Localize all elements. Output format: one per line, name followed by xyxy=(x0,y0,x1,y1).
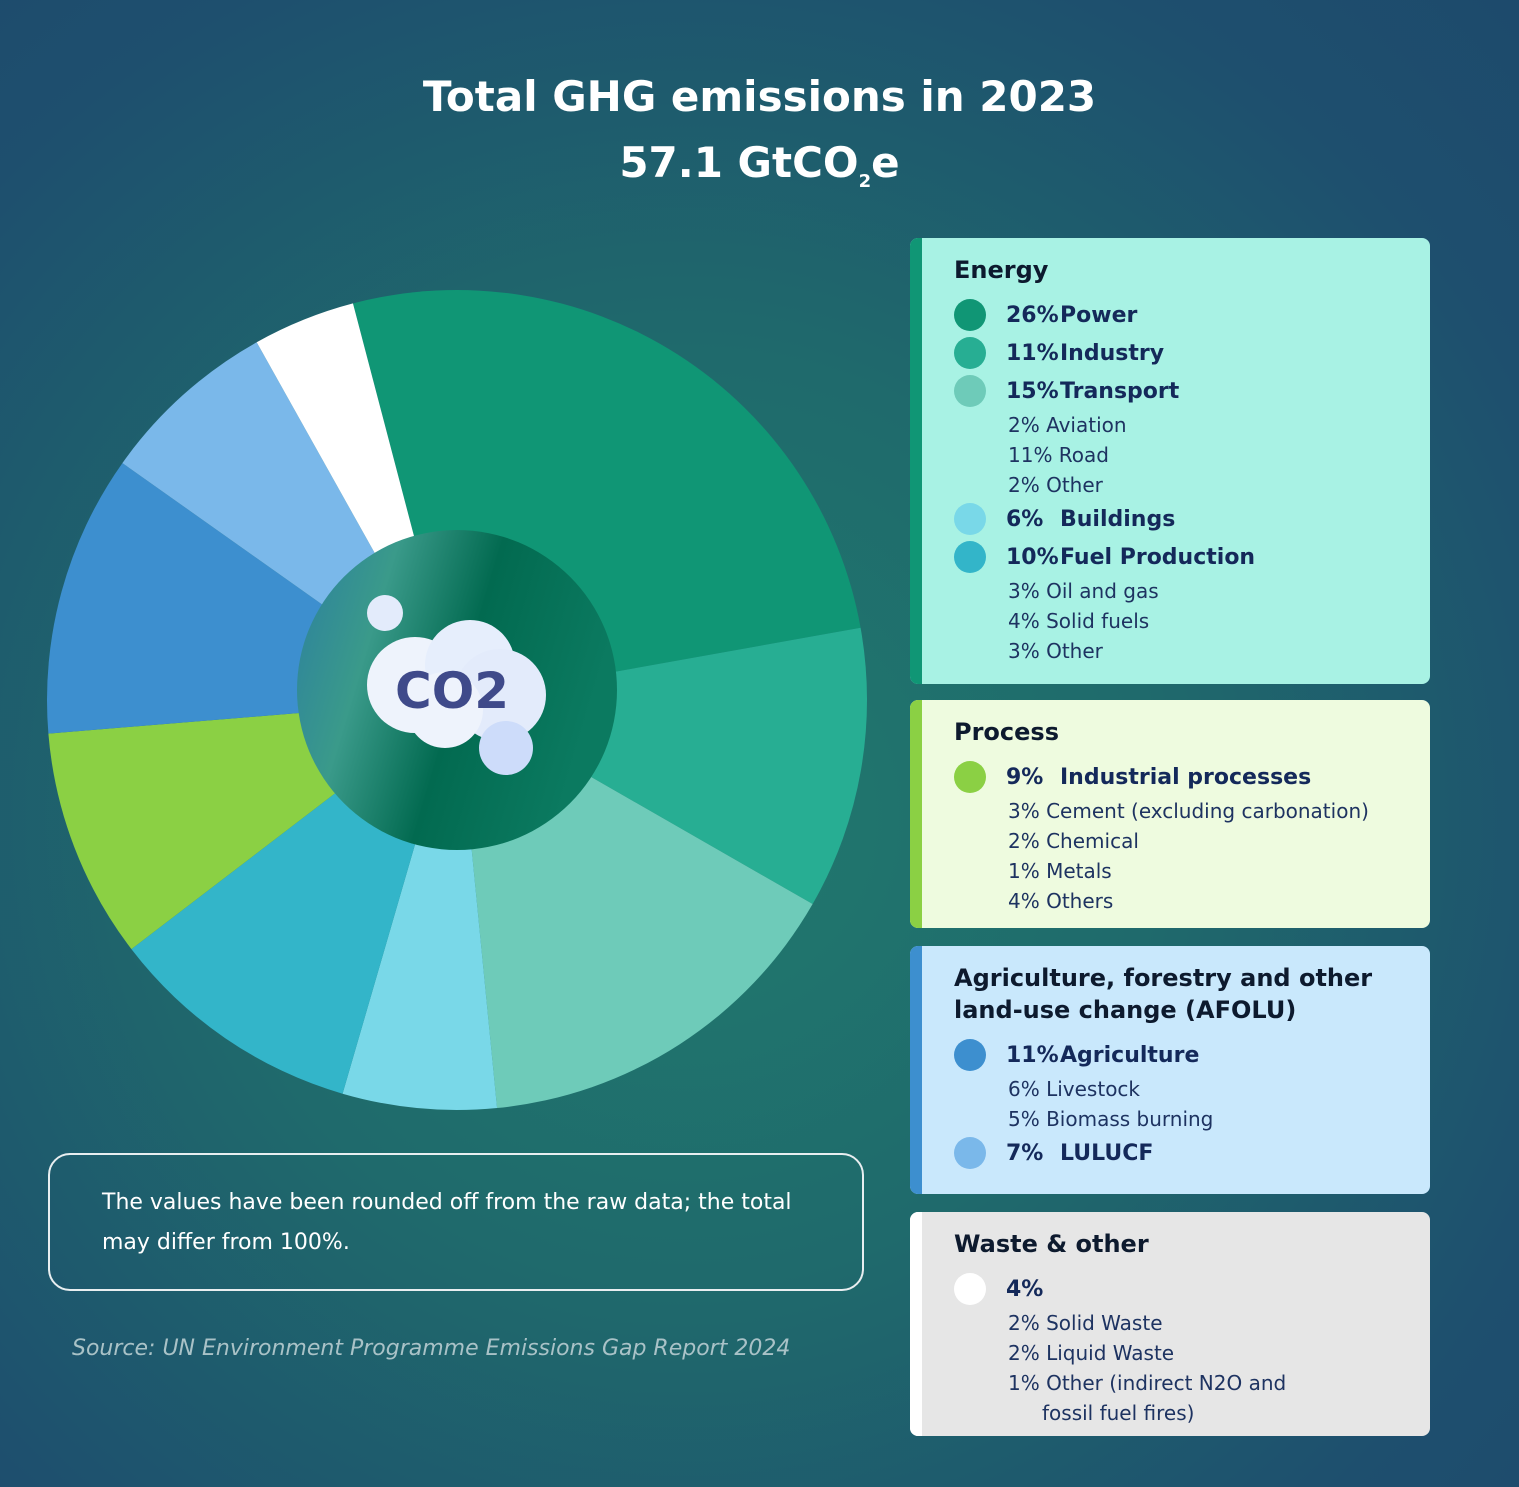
legend-group-2: Agriculture, forestry and other land-use… xyxy=(910,946,1430,1194)
chart-subtitle: 57.1 GtCO2e xyxy=(0,138,1519,192)
legend-item: 10% Fuel Production xyxy=(954,538,1410,576)
legend-swatch xyxy=(954,1273,986,1305)
legend-subitem: 2% Aviation xyxy=(1008,413,1127,437)
legend-item: 6% Buildings xyxy=(954,500,1410,538)
legend-group-title: Process xyxy=(954,718,1059,746)
legend-item: 4% xyxy=(954,1270,1410,1308)
legend-accent-bar xyxy=(910,700,922,928)
legend-subitem: 3% Other xyxy=(1008,639,1103,663)
pie-chart: CO2 xyxy=(46,290,868,1110)
legend-subitem: 3% Oil and gas xyxy=(1008,579,1159,603)
legend-group-0: Energy 26% Power 11% Industry 15% Transport 2% … xyxy=(910,238,1430,684)
legend-percent: 6% xyxy=(1006,506,1044,532)
legend-swatch xyxy=(954,761,986,793)
legend-percent: 11% xyxy=(1006,340,1059,366)
legend-item: 7% LULUCF xyxy=(954,1134,1410,1172)
subscript: 2 xyxy=(858,171,872,192)
legend-subitem: fossil fuel fires) xyxy=(1042,1401,1195,1425)
legend-subitem: 6% Livestock xyxy=(1008,1077,1141,1101)
legend-label: Agriculture xyxy=(1060,1042,1200,1068)
legend-subitem: 4% Others xyxy=(1008,889,1114,913)
chart-title: Total GHG emissions in 2023 xyxy=(422,72,1097,121)
legend-percent: 10% xyxy=(1006,544,1059,570)
legend-subitem: 1% Metals xyxy=(1008,859,1112,883)
legend-swatch xyxy=(954,503,986,535)
legend-subitem: 1% Other (indirect N2O and xyxy=(1008,1371,1287,1395)
legend-label: Fuel Production xyxy=(1060,544,1256,570)
legend-swatch xyxy=(954,337,986,369)
legend-label: Power xyxy=(1060,302,1138,328)
legend-swatch xyxy=(954,375,986,407)
legend-swatch xyxy=(954,1137,986,1169)
co2-cloud-icon: CO2 xyxy=(367,595,546,775)
legend-group-3: Waste & other 4% 2% Solid Waste 2% Liquid W… xyxy=(910,1212,1430,1436)
legend-subitem: 2% Other xyxy=(1008,473,1103,497)
legend-item: 26% Power xyxy=(954,296,1410,334)
legend-item: 9% Industrial processes xyxy=(954,758,1410,796)
legend-accent-bar xyxy=(910,238,922,684)
legend-subitem: 4% Solid fuels xyxy=(1008,609,1150,633)
legend-label: Buildings xyxy=(1060,506,1176,532)
legend-group-title: Energy xyxy=(954,256,1049,284)
legend-percent: 9% xyxy=(1006,764,1044,790)
legend-subitem: 11% Road xyxy=(1008,443,1109,467)
legend-label: LULUCF xyxy=(1060,1140,1154,1166)
legend-group-1: Process 9% Industrial processes 3% Cement (… xyxy=(910,700,1430,928)
legend-subitem: 2% Solid Waste xyxy=(1008,1311,1163,1335)
rounding-note: The values have been rounded off from th… xyxy=(48,1153,864,1291)
legend-percent: 15% xyxy=(1006,378,1059,404)
legend-subitem: 2% Liquid Waste xyxy=(1008,1341,1175,1365)
total-value: 57.1 GtCO xyxy=(619,138,859,187)
legend-label: Transport xyxy=(1060,378,1180,404)
legend-item: 11% Agriculture xyxy=(954,1036,1410,1074)
legend-swatch xyxy=(954,541,986,573)
unit-suffix: e xyxy=(871,138,900,187)
legend-percent: 11% xyxy=(1006,1042,1059,1068)
legend-subitem: 3% Cement (excluding carbonation) xyxy=(1008,799,1369,823)
legend-percent: 7% xyxy=(1006,1140,1044,1166)
legend-subitem: 5% Biomass burning xyxy=(1008,1107,1214,1131)
legend-label: Industrial processes xyxy=(1060,764,1312,790)
legend-item: 11% Industry xyxy=(954,334,1410,372)
legend-label: Industry xyxy=(1060,340,1165,366)
legend-group-title: Agriculture, forestry and other land-use… xyxy=(954,964,1373,1024)
legend-item: 15% Transport xyxy=(954,372,1410,410)
co2-label: CO2 xyxy=(395,662,509,720)
legend-percent: 4% xyxy=(1006,1276,1044,1302)
legend-accent-bar xyxy=(910,1212,922,1436)
legend-swatch xyxy=(954,1039,986,1071)
legend-subitem: 2% Chemical xyxy=(1008,829,1139,853)
legend-swatch xyxy=(954,299,986,331)
legend-percent: 26% xyxy=(1006,302,1059,328)
source-text: Source: UN Environment Programme Emissio… xyxy=(72,1336,791,1361)
legend-accent-bar xyxy=(910,946,922,1194)
legend-group-title: Waste & other xyxy=(954,1230,1149,1258)
